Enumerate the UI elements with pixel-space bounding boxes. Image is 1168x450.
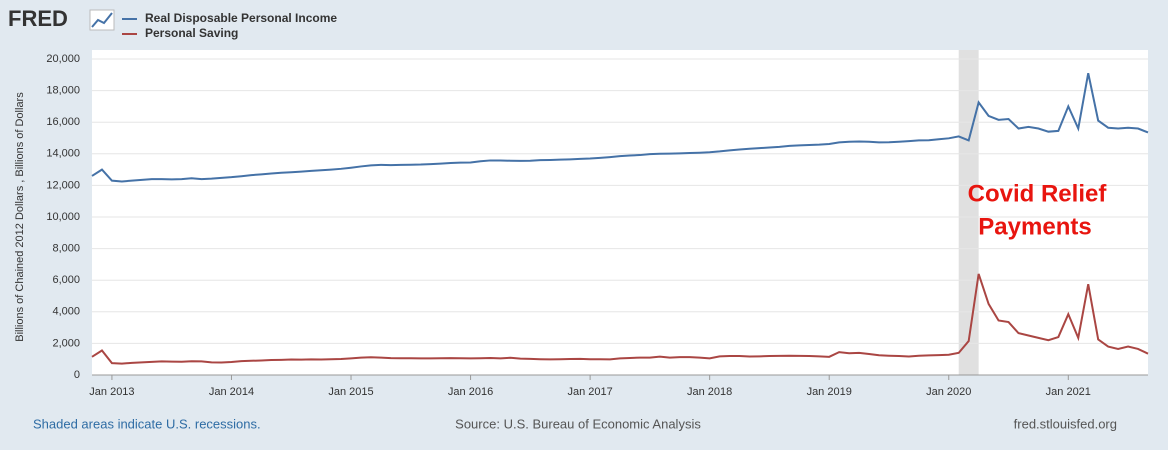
y-tick-label: 0 <box>74 369 80 381</box>
y-tick-label: 4,000 <box>52 306 80 318</box>
x-tick-label: Jan 2021 <box>1046 386 1091 398</box>
series-line <box>91 73 1149 183</box>
recession-note[interactable]: Shaded areas indicate U.S. recessions. <box>33 416 261 431</box>
annotation: Payments <box>978 213 1091 240</box>
x-tick-label: Jan 2015 <box>328 386 373 398</box>
x-tick-label: Jan 2018 <box>687 386 732 398</box>
site-link[interactable]: fred.stlouisfed.org <box>1014 416 1117 431</box>
y-tick-label: 6,000 <box>52 274 80 286</box>
y-tick-label: 20,000 <box>46 53 80 65</box>
recession-shade <box>958 50 979 375</box>
source: Source: U.S. Bureau of Economic Analysis <box>455 416 701 431</box>
y-tick-label: 8,000 <box>52 243 80 255</box>
y-tick-label: 18,000 <box>46 85 80 97</box>
x-tick-label: Jan 2017 <box>567 386 612 398</box>
y-tick-label: 14,000 <box>46 148 80 160</box>
logo-icon <box>89 9 115 31</box>
y-axis-label: Billions of Chained 2012 Dollars , Billi… <box>14 92 26 342</box>
series-line <box>91 273 1149 365</box>
x-tick-label: Jan 2019 <box>807 386 852 398</box>
y-tick-label: 16,000 <box>46 116 80 128</box>
logo: FRED <box>8 6 68 31</box>
y-tick-label: 10,000 <box>46 211 80 223</box>
y-tick-label: 12,000 <box>46 179 80 191</box>
legend-label: Real Disposable Personal Income <box>145 11 337 25</box>
x-tick-label: Jan 2014 <box>209 386 254 398</box>
x-tick-label: Jan 2020 <box>926 386 971 398</box>
y-tick-label: 2,000 <box>52 337 80 349</box>
legend-label: Personal Saving <box>145 26 238 40</box>
annotation: Covid Relief <box>968 180 1108 207</box>
x-tick-label: Jan 2016 <box>448 386 493 398</box>
x-tick-label: Jan 2013 <box>89 386 134 398</box>
